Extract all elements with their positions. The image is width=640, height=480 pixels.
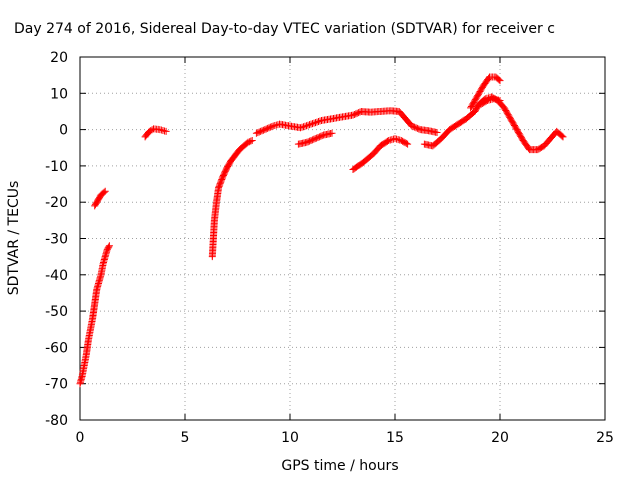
data-point — [402, 139, 410, 147]
data-point — [307, 120, 315, 128]
y-tick-label: -70 — [45, 377, 68, 393]
data-point — [303, 122, 310, 130]
data-point — [297, 124, 304, 132]
x-tick-label: 10 — [281, 430, 299, 446]
data-point — [268, 123, 276, 131]
data-point — [328, 129, 336, 137]
y-tick-label: -60 — [45, 340, 68, 356]
y-tick-label: 10 — [50, 86, 68, 102]
grid-lines — [80, 57, 605, 420]
y-tick-label: -20 — [45, 195, 68, 211]
x-tick-label: 0 — [76, 430, 85, 446]
plot-frame — [79, 56, 606, 421]
data-point — [248, 136, 256, 144]
data-point — [313, 118, 321, 126]
y-tick-label: -30 — [45, 232, 68, 248]
data-point — [105, 243, 113, 251]
data-point — [100, 188, 108, 196]
x-tick-label: 25 — [596, 430, 614, 446]
data-point — [306, 121, 313, 129]
x-axis-label: GPS time / hours — [281, 458, 398, 474]
x-tick-label: 5 — [181, 430, 190, 446]
x-tick-label: 20 — [491, 430, 509, 446]
data-point — [298, 123, 306, 131]
data-point — [496, 97, 504, 105]
data-point — [162, 127, 170, 135]
data-point — [315, 118, 322, 126]
data-point — [558, 132, 566, 140]
data-point — [304, 121, 312, 129]
data-point — [101, 187, 109, 195]
y-tick-label: -80 — [45, 413, 68, 429]
data-point — [309, 120, 316, 128]
data-point — [312, 119, 319, 127]
y-axis: -80 -70 -60 -50 -40 -30 -20 -10 0 10 20 — [45, 50, 605, 429]
x-axis: 0 5 10 15 20 25 — [76, 57, 614, 446]
x-tick-label: 15 — [386, 430, 404, 446]
data-point — [433, 129, 441, 137]
data-point — [404, 140, 412, 148]
y-tick-label: 0 — [59, 123, 68, 139]
data-point — [301, 122, 309, 130]
data-point — [482, 97, 490, 105]
data-point — [495, 76, 503, 84]
data-points — [76, 73, 567, 388]
y-tick-label: 20 — [50, 50, 68, 66]
data-point — [247, 137, 255, 145]
data-point — [300, 123, 307, 131]
data-point — [316, 117, 324, 125]
y-tick-label: -50 — [45, 304, 68, 320]
chart-title: Day 274 of 2016, Sidereal Day-to-day VTE… — [14, 21, 555, 37]
data-point — [105, 242, 113, 250]
y-tick-label: -40 — [45, 268, 68, 284]
data-point — [496, 77, 504, 85]
data-point — [559, 133, 567, 141]
y-axis-label: SDTVAR / TECUs — [6, 181, 22, 296]
y-tick-label: -10 — [45, 159, 68, 175]
data-point — [310, 119, 318, 127]
